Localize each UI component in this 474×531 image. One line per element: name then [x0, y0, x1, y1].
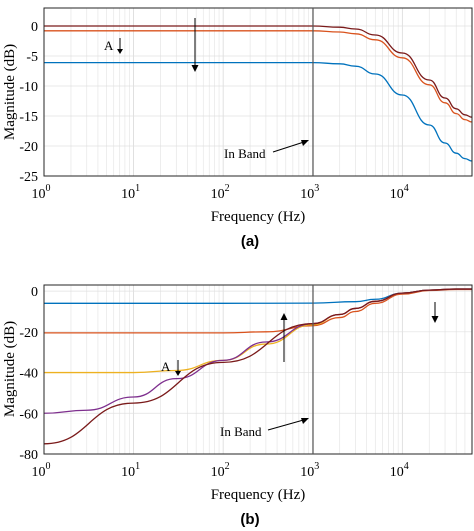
up-arrowhead-b — [280, 313, 288, 320]
in-band-label-a: In Band — [224, 146, 266, 161]
caption-b: (b) — [240, 511, 259, 528]
in-band-arrow-a — [272, 140, 308, 153]
y-ticks-b: 0 -20 -40 -60 -80 — [19, 285, 38, 463]
series-group-a — [43, 25, 473, 162]
y-tick-label-a: 0 — [31, 20, 38, 35]
x-tick-label-b: 102 — [211, 461, 230, 480]
plot-area-b — [44, 285, 472, 454]
x-tick-label-a: 104 — [390, 183, 409, 202]
y-tick-label-a: -10 — [19, 80, 38, 95]
plot-frame-b — [43, 284, 473, 455]
y-tick-label-b: 0 — [31, 285, 38, 300]
a-arrowhead-b — [175, 371, 181, 376]
in-band-arrow-b — [267, 418, 308, 431]
x-tick-label-b: 104 — [390, 461, 409, 480]
x-tick-label-b: 100 — [32, 461, 51, 480]
series-group-b — [43, 288, 472, 445]
y-tick-label-a: -25 — [19, 170, 38, 185]
in-band-label-b: In Band — [220, 424, 262, 439]
y-axis-label-a: Magnitude (dB) — [2, 44, 18, 140]
y-tick-label-b: -40 — [19, 367, 38, 382]
x-ticks-a: 100 101 102 103 104 — [32, 183, 409, 202]
series-line-a-2 — [43, 61, 473, 162]
y-ticks-a: 0 -5 -10 -15 -20 -25 — [19, 20, 38, 185]
in-band-arrowhead-a — [301, 140, 309, 146]
x-tick-label-a: 102 — [211, 183, 230, 202]
shift-arrowhead-a — [191, 65, 199, 72]
x-ticks-b: 100 101 102 103 104 — [32, 461, 409, 480]
plot-area-a — [44, 8, 472, 176]
caption-a: (a) — [241, 233, 259, 250]
down-arrowhead-b — [431, 316, 439, 323]
plot-frame-a — [43, 7, 473, 177]
series-line-b-4 — [43, 288, 472, 445]
a-arrowhead-a — [117, 49, 123, 54]
y-tick-label-a: -15 — [19, 110, 38, 125]
a-label-a: A — [104, 38, 114, 53]
y-axis-label-b: Magnitude (dB) — [2, 321, 18, 417]
a-label-b: A — [161, 359, 171, 374]
panel-a: 0 -5 -10 -15 -20 -25 100 101 102 103 104 Magnitud… — [2, 7, 473, 250]
y-tick-label-b: -20 — [19, 326, 38, 341]
x-tick-label-a: 101 — [121, 183, 140, 202]
x-axis-label-b: Frequency (Hz) — [211, 487, 306, 503]
x-tick-label-a: 103 — [300, 183, 319, 202]
series-line-a-0 — [43, 25, 473, 118]
y-tick-label-a: -5 — [26, 50, 38, 65]
x-axis-label-a: Frequency (Hz) — [211, 209, 306, 225]
series-line-a-1 — [43, 30, 473, 123]
panel-b: 0 -20 -40 -60 -80 100 101 102 103 104 Magnitude … — [2, 284, 473, 528]
x-tick-label-b: 103 — [300, 461, 319, 480]
y-tick-label-b: -80 — [19, 448, 38, 463]
y-tick-label-b: -60 — [19, 407, 38, 422]
in-band-arrowhead-b — [301, 418, 309, 424]
y-tick-label-a: -20 — [19, 140, 38, 155]
x-tick-label-b: 101 — [121, 461, 140, 480]
x-tick-label-a: 100 — [32, 183, 51, 202]
